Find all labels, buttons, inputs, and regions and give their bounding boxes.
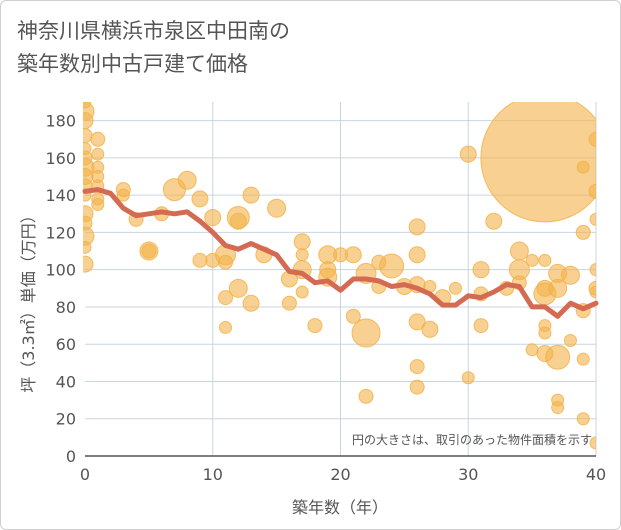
data-bubble [589,263,596,277]
data-bubble [229,212,247,230]
data-bubble [83,112,94,130]
data-bubble [548,278,568,298]
data-bubble [91,147,105,161]
data-bubble [177,170,197,190]
data-bubble [90,131,106,147]
y-tick-labels: 0 20 40 60 80 100 120 140 160 180 [45,112,76,466]
y-tick-label: 80 [56,298,76,317]
data-bubble [473,318,489,334]
data-bubble [551,401,565,415]
data-bubble [116,188,130,202]
y-tick-label: 160 [45,149,76,168]
data-bubble [525,343,539,357]
y-tick-label: 120 [45,223,76,242]
data-bubble [472,261,490,279]
data-bubble [295,285,309,299]
y-tick-label: 0 [66,447,76,466]
data-bubble [408,246,426,264]
data-bubble [91,197,105,211]
data-bubble [83,240,92,254]
data-bubble [281,295,297,311]
y-tick-label: 140 [45,186,76,205]
chart-title: 神奈川県横浜市泉区中田南の 築年数別中古戸建て価格 [17,19,290,76]
data-bubble [409,379,425,395]
data-bubble [576,412,590,426]
data-bubble [509,241,529,261]
data-bubble [358,388,374,404]
data-bubble [480,102,596,223]
data-bubble [525,253,539,267]
x-tick-labels: 0 10 20 30 40 [80,465,606,484]
data-bubble [421,320,439,338]
data-bubble [560,265,580,285]
data-bubble [545,344,571,370]
data-bubble [83,128,93,144]
data-bubble [351,318,381,348]
data-bubble [538,253,552,267]
y-tick-label: 60 [56,335,76,354]
x-axis-label: 築年数（年） [292,498,388,517]
data-bubble [83,255,94,273]
data-bubble [218,290,234,306]
bubble-layer [83,102,596,450]
data-bubble [228,278,248,298]
data-bubble [538,326,552,340]
data-bubble [218,254,234,270]
data-bubble [345,308,361,324]
data-bubble [485,212,503,230]
data-bubble [589,285,596,299]
data-bubble [576,352,590,366]
y-axis-label: 坪（3.3㎡）単価（万円） [19,207,38,392]
x-tick-label: 0 [80,465,90,484]
data-bubble [589,436,596,450]
data-bubble [459,145,477,163]
data-bubble [307,318,323,334]
data-bubble [589,212,596,226]
data-bubble [242,294,260,312]
data-bubble [295,248,309,262]
y-tick-label: 180 [45,112,76,131]
y-tick-label: 40 [56,372,76,391]
x-tick-label: 20 [330,465,350,484]
data-bubble [191,190,209,208]
data-bubble [379,253,405,279]
data-bubble [219,320,233,334]
y-tick-label: 20 [56,410,76,429]
x-tick-label: 10 [203,465,223,484]
size-legend-note: 円の大きさは、取引のあった物件面積を示す [352,432,592,447]
data-bubble [242,186,260,204]
data-bubble [408,313,426,331]
data-bubble [448,281,462,295]
data-bubble [575,224,591,240]
data-bubble [267,198,287,218]
data-bubble [409,359,425,375]
data-bubble [588,131,596,147]
y-tick-label: 100 [45,261,76,280]
data-bubble [563,333,577,347]
x-tick-label: 40 [586,465,606,484]
x-tick-label: 30 [458,465,478,484]
data-bubble [204,209,222,227]
data-bubble [141,243,157,259]
data-bubble [192,252,208,268]
data-bubble [461,371,475,385]
data-bubble [588,183,596,199]
data-bubble [408,218,426,236]
data-bubble [344,246,362,264]
data-bubble [576,160,590,174]
trend-line [82,187,599,319]
data-bubble [293,233,311,251]
